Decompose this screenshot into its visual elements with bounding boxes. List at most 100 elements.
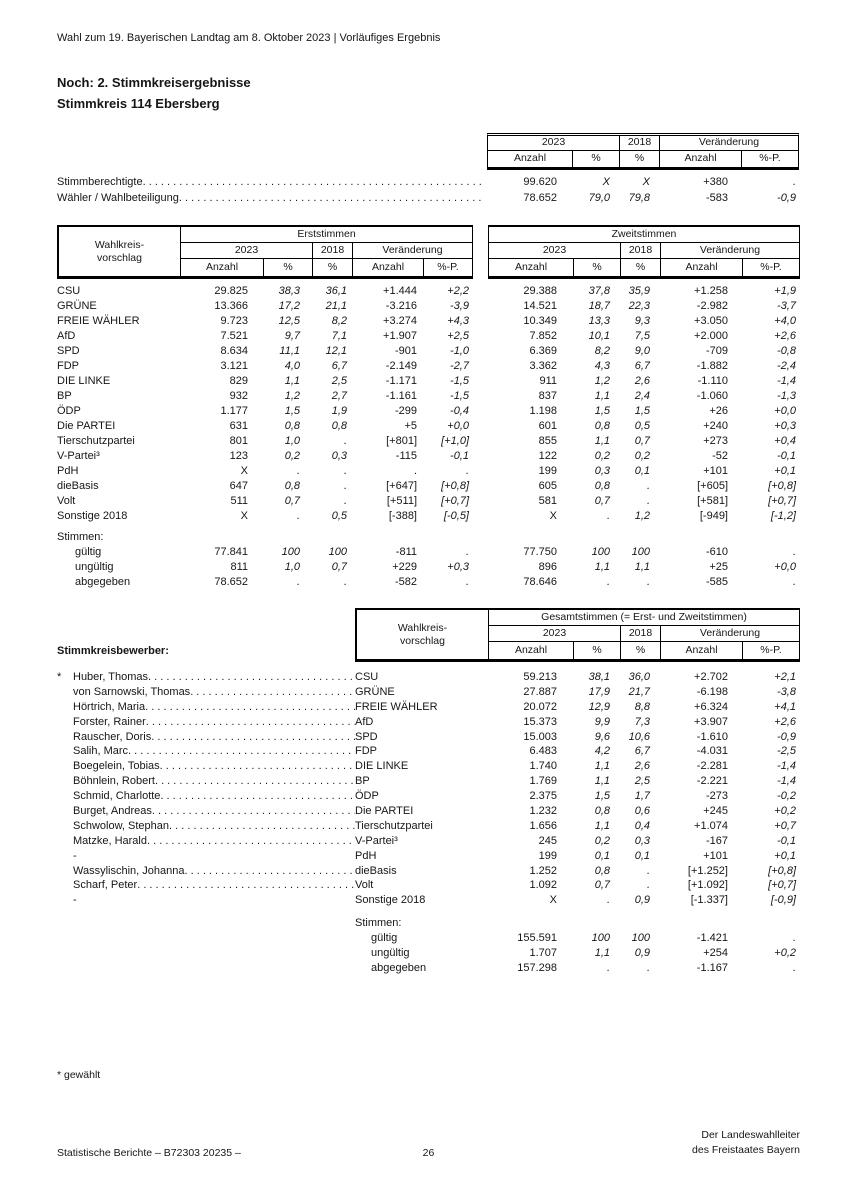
- cell-pct2018: 35,9: [628, 285, 650, 297]
- value-group: 29.825 38,3 36,1 +1.444 +2,2: [180, 284, 473, 299]
- cell-pct2023: 10,1: [588, 330, 610, 342]
- cell-anzahl-diff: +25: [709, 561, 728, 573]
- cell-anzahl2023: 15.373: [523, 715, 557, 728]
- value-group: 811 1,0 0,7 +229 +0,3: [180, 560, 473, 575]
- party-label: ungültig: [75, 561, 114, 573]
- cell-pctp-diff: +0,0: [447, 420, 469, 432]
- gesamtstimmen-block: Gesamtstimmen (= Erst- und Zweitstimmen)…: [488, 608, 800, 662]
- cell-anzahl2023: 1.740: [529, 760, 557, 773]
- value-group: 7.852 10,1 7,5 +2.000 +2,6: [488, 329, 800, 344]
- cell-anzahl2023: 837: [538, 390, 557, 402]
- cell-pct2023: 0,7: [594, 879, 610, 892]
- cell-pctp-diff: +2,2: [447, 285, 469, 297]
- col-pctp: %-P.: [759, 152, 781, 165]
- cell-anzahl-diff: -1.167: [696, 962, 728, 975]
- candidate-name-wrap: Böhnlein, Robert: [73, 774, 355, 789]
- corner-wahlkreisvorschlag: Wahlkreis- vorschlag: [57, 225, 180, 279]
- cell-pct2018: 6,7: [331, 360, 347, 372]
- candidate-name-wrap: Burget, Andreas: [73, 804, 355, 819]
- candidate-name: Schwolow, Stephan: [73, 819, 170, 832]
- cell-pct2018: .: [343, 576, 347, 588]
- cell-pct2023: .: [606, 962, 610, 975]
- value-group: 13.366 17,2 21,1 -3.216 -3,9: [180, 299, 473, 314]
- cell-anzahl2023: 123: [229, 450, 248, 462]
- dot-leader: [146, 715, 355, 730]
- cell-anzahl2023: 7.852: [529, 330, 557, 342]
- cell-pctp-diff: -2,5: [777, 745, 796, 758]
- cell-anzahl-diff: +380: [703, 176, 728, 188]
- cell-anzahl2023: 1.707: [529, 947, 557, 960]
- cell-pct2018: 0,8: [331, 420, 347, 432]
- cell-anzahl2023: 932: [229, 390, 248, 402]
- cell-pct2023: 9,9: [594, 715, 610, 728]
- candidate-name: Matzke, Harald: [73, 834, 147, 847]
- cell-pctp-diff: [+0,8]: [768, 864, 796, 877]
- stimmen-label: gültig: [371, 932, 398, 945]
- cell-pctp-diff: .: [792, 176, 796, 188]
- candidate-name: von Sarnowski, Thomas: [73, 685, 191, 698]
- dot-leader: [190, 685, 355, 700]
- spacer: [473, 329, 488, 344]
- elected-star: *: [57, 671, 62, 683]
- summary-row: Stimmberechtigte 99.620 X X +380.: [57, 174, 800, 190]
- value-group: 20.072 12,9 8,8 +6.324 +4,1: [488, 700, 800, 715]
- value-group: 77.750 100 100 -610.: [488, 545, 800, 560]
- elected-star: [57, 864, 73, 879]
- col-anzahl: Anzahl: [661, 259, 743, 276]
- col-anzahl: Anzahl: [660, 151, 742, 167]
- candidate-party: PdH: [355, 849, 377, 862]
- cell-pctp-diff: .: [465, 576, 469, 588]
- cell-anzahl2023: 2.375: [529, 790, 557, 803]
- cell-anzahl2023: 29.825: [214, 285, 248, 297]
- cell-anzahl2023: 6.483: [529, 745, 557, 758]
- col-2018: 2018: [313, 243, 353, 258]
- cell-pct2023: 0,2: [594, 834, 610, 847]
- cell-anzahl2023: 78.652: [214, 576, 248, 588]
- candidate-name-wrap: Schmid, Charlotte: [73, 789, 355, 804]
- candidate-name-wrap: Boegelein, Tobias: [73, 759, 355, 774]
- value-group: 6.483 4,2 6,7 -4.031 -2,5: [488, 744, 800, 759]
- cell-pct2018: 36,1: [325, 285, 347, 297]
- cell-anzahl2023: 122: [538, 450, 557, 462]
- candidate-row: Forster, Rainer AfD 15.373 9,9 7,3 +3.907 +2,6: [57, 715, 800, 730]
- cell-pct2018: 0,9: [634, 947, 650, 960]
- party-row: DIE LINKE 829 1,1 2,5 -1.171 -1,5 911 1,2 2,6 -1.…: [57, 374, 800, 389]
- candidate-party: GRÜNE: [355, 685, 395, 698]
- party-label: V-Partei³: [57, 450, 100, 462]
- candidate-name: Rauscher, Doris: [73, 730, 152, 743]
- cell-pct2023: 17,9: [588, 685, 610, 698]
- spacer: [57, 946, 355, 961]
- value-group: 855 1,1 0,7 +273 +0,4: [488, 434, 800, 449]
- cell-pct2018: .: [646, 864, 650, 877]
- dot-leader: [151, 730, 355, 745]
- cell-anzahl-diff: -3.216: [385, 300, 417, 312]
- row-label-wrap: Stimmberechtigte: [57, 174, 481, 190]
- spacer: [57, 931, 355, 946]
- cell-pct2023: 13,3: [588, 315, 610, 327]
- candidate-name-wrap: von Sarnowski, Thomas: [73, 685, 355, 700]
- cell-anzahl-diff: -299: [394, 405, 417, 417]
- cell-anzahl-diff: -1.882: [696, 360, 728, 372]
- cell-pct2018: .: [646, 480, 650, 492]
- cell-pct2023: 79,0: [588, 192, 610, 204]
- cell-anzahl2023: 631: [229, 420, 248, 432]
- value-group: 1.092 0,7. [+1.092] [+0,7]: [488, 878, 800, 893]
- col-anzahl: Anzahl: [488, 151, 573, 167]
- dot-leader: [152, 804, 355, 819]
- cell-anzahl2023: 1.092: [529, 879, 557, 892]
- cell-anzahl2023: 511: [230, 495, 248, 507]
- cell-pct2023: 1,1: [594, 947, 610, 960]
- candidate-party: FREIE WÄHLER: [355, 700, 438, 713]
- cell-pct2018: 9,0: [634, 345, 650, 357]
- cell-anzahl-diff: -1.421: [696, 932, 728, 945]
- cell-pctp-diff: -1,3: [777, 390, 796, 402]
- cell-pct2018: 79,8: [628, 192, 650, 204]
- candidate-name-wrap: Rauscher, Doris: [73, 730, 355, 745]
- cell-anzahl2023: 1.198: [529, 405, 557, 417]
- spacer: [473, 449, 488, 464]
- elected-star: [57, 759, 73, 774]
- cell-pct2023: 11,1: [279, 345, 300, 357]
- cell-pctp-diff: -0,9: [777, 730, 796, 743]
- candidate-party: SPD: [355, 730, 378, 743]
- cell-pct2023: 1,0: [284, 435, 300, 447]
